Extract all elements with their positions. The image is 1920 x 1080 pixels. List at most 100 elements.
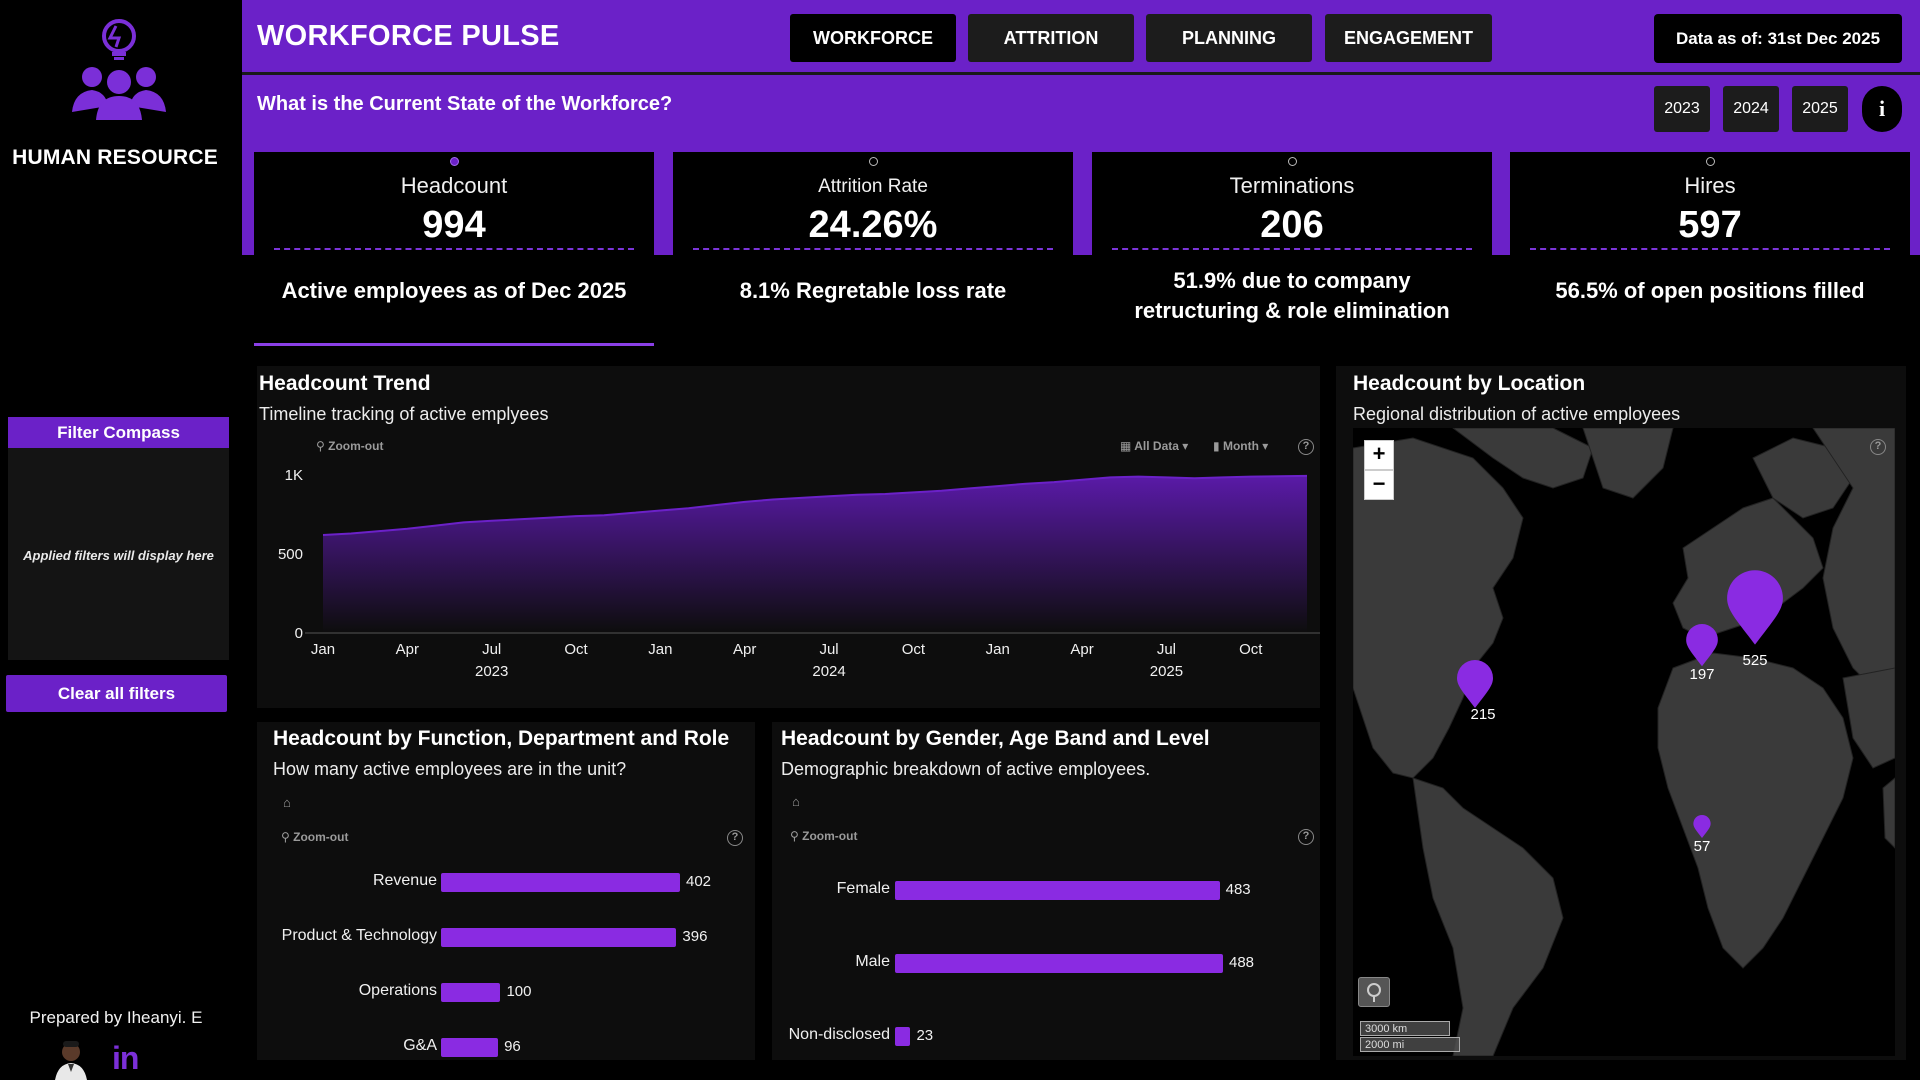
month-label: Month bbox=[1222, 439, 1259, 453]
bar-label: G&A bbox=[403, 1037, 437, 1054]
trend-all-data-dropdown[interactable]: ▦ All Data ▾ bbox=[1120, 439, 1188, 453]
bar[interactable] bbox=[895, 1027, 911, 1046]
kpi-headcount[interactable]: Headcount 994 Active employees as of Dec… bbox=[254, 152, 654, 346]
x-tick-label: Jul bbox=[819, 641, 838, 658]
kpi-selector-dot[interactable] bbox=[869, 157, 878, 166]
linkedin-icon[interactable]: in bbox=[112, 1040, 139, 1076]
chevron-down-icon: ▾ bbox=[1262, 439, 1269, 453]
kpi-label: Hires bbox=[1684, 173, 1736, 198]
kpi-divider bbox=[1112, 248, 1472, 250]
location-subtitle: Regional distribution of active employee… bbox=[1353, 404, 1681, 424]
x-year-label: 2024 bbox=[812, 663, 845, 680]
zoom-out-label: Zoom-out bbox=[328, 439, 384, 453]
info-icon[interactable]: i bbox=[1862, 86, 1902, 132]
map-zoom-in-button[interactable]: + bbox=[1364, 440, 1394, 470]
bar[interactable] bbox=[441, 1038, 499, 1057]
gender-home-icon[interactable]: ⌂ bbox=[792, 794, 800, 809]
calendar-icon: ▦ bbox=[1120, 439, 1132, 453]
kpi-divider bbox=[1530, 248, 1890, 250]
kpi-selector-dot[interactable] bbox=[1288, 157, 1297, 166]
bar-chart-icon: ▮ bbox=[1213, 439, 1220, 453]
trend-zoom-out[interactable]: ⚲ Zoom-out bbox=[316, 439, 383, 453]
trend-month-dropdown[interactable]: ▮ Month ▾ bbox=[1213, 439, 1268, 453]
location-help-icon[interactable]: ? bbox=[1870, 439, 1886, 455]
bar[interactable] bbox=[441, 983, 501, 1002]
bar-value-label: 483 bbox=[1225, 881, 1251, 898]
page-question: What is the Current State of the Workfor… bbox=[257, 93, 673, 115]
function-home-icon[interactable]: ⌂ bbox=[283, 795, 291, 810]
kpi-subtext: 51.9% due to company retructuring & role… bbox=[1134, 268, 1450, 323]
clear-filters-button[interactable]: Clear all filters bbox=[6, 675, 227, 712]
bar-label: Non-disclosed bbox=[788, 1026, 890, 1043]
bar[interactable] bbox=[895, 881, 1220, 900]
headcount-trend-chart: 0 500 1K Jan Apr Jul Oct Jan Apr Jul Oct Jan Apr Jul… bbox=[278, 467, 1320, 680]
function-zoom-out[interactable]: ⚲ Zoom-out bbox=[281, 830, 348, 844]
hr-people-icon bbox=[72, 19, 166, 120]
chevron-down-icon: ▾ bbox=[1182, 439, 1189, 453]
bar[interactable] bbox=[441, 873, 680, 892]
map-pin-africa[interactable] bbox=[1692, 815, 1712, 839]
bar-label: Revenue bbox=[372, 872, 437, 889]
x-tick-label: Oct bbox=[902, 641, 926, 658]
gender-zoom-out[interactable]: ⚲ Zoom-out bbox=[790, 829, 857, 843]
sidebar: HUMAN RESOURCE Filter Compass Applied fi… bbox=[0, 0, 242, 1080]
tab-workforce[interactable]: WORKFORCE bbox=[790, 14, 956, 62]
kpi-label: Terminations bbox=[1229, 173, 1355, 198]
kpi-hires[interactable]: Hires 597 56.5% of open positions filled bbox=[1510, 152, 1910, 346]
gender-title: Headcount by Gender, Age Band and Level bbox=[781, 727, 1210, 750]
pin-label: 197 bbox=[1689, 666, 1715, 683]
kpi-attrition-rate[interactable]: Attrition Rate 24.26% 8.1% Regretable lo… bbox=[673, 152, 1073, 346]
kpi-subtext: Active employees as of Dec 2025 bbox=[281, 278, 627, 303]
map-canvas bbox=[1353, 428, 1895, 1056]
bar[interactable] bbox=[441, 928, 677, 947]
year-2023-button[interactable]: 2023 bbox=[1654, 86, 1710, 132]
kpi-selector-dot[interactable] bbox=[1706, 157, 1715, 166]
bar-value-label: 96 bbox=[504, 1038, 521, 1055]
kpi-label: Headcount bbox=[400, 173, 508, 198]
kpi-selector-dot[interactable] bbox=[450, 157, 459, 166]
header-divider bbox=[242, 72, 1920, 75]
x-tick-label: Oct bbox=[564, 641, 588, 658]
tab-attrition[interactable]: ATTRITION bbox=[968, 14, 1134, 62]
x-tick-label: Apr bbox=[1070, 641, 1093, 658]
world-map[interactable] bbox=[1353, 428, 1895, 1056]
zoom-out-label: Zoom-out bbox=[802, 829, 858, 843]
pin-label: 525 bbox=[1742, 652, 1768, 669]
bar-value-label: 23 bbox=[916, 1027, 934, 1044]
kpi-value: 994 bbox=[422, 204, 486, 246]
year-2025-button[interactable]: 2025 bbox=[1792, 86, 1848, 132]
filter-compass-panel: Applied filters will display here bbox=[8, 448, 229, 660]
tab-engagement[interactable]: ENGAGEMENT bbox=[1325, 14, 1492, 62]
bar[interactable] bbox=[895, 954, 1223, 973]
filter-compass-title: Filter Compass bbox=[8, 417, 229, 448]
bar-value-label: 488 bbox=[1229, 954, 1255, 971]
bar-value-label: 402 bbox=[686, 873, 712, 890]
kpi-label: Attrition Rate bbox=[818, 176, 928, 197]
pin-label: 215 bbox=[1470, 706, 1496, 723]
kpi-divider bbox=[693, 248, 1053, 250]
search-icon bbox=[1367, 983, 1381, 1002]
x-tick-label: Apr bbox=[733, 641, 756, 658]
year-2024-button[interactable]: 2024 bbox=[1723, 86, 1779, 132]
x-tick-label: Jul bbox=[1157, 641, 1176, 658]
kpi-subtext: 56.5% of open positions filled bbox=[1555, 278, 1865, 303]
map-search-button[interactable] bbox=[1358, 977, 1390, 1007]
x-year-label: 2025 bbox=[1150, 663, 1183, 680]
map-pin-eastern-europe[interactable] bbox=[1724, 568, 1786, 650]
map-zoom-out-button[interactable]: − bbox=[1364, 470, 1394, 500]
map-pin-western-europe[interactable] bbox=[1684, 624, 1720, 668]
filter-hint: Applied filters will display here bbox=[23, 548, 214, 563]
gender-help-icon[interactable]: ? bbox=[1298, 829, 1314, 845]
x-tick-label: Jan bbox=[311, 641, 335, 658]
kpi-value: 206 bbox=[1260, 204, 1324, 246]
trend-subtitle: Timeline tracking of active emplyees bbox=[259, 404, 549, 424]
tab-planning[interactable]: PLANNING bbox=[1146, 14, 1312, 62]
kpi-subtext: 8.1% Regretable loss rate bbox=[739, 278, 1007, 303]
map-pin-americas[interactable] bbox=[1455, 660, 1495, 710]
trend-help-icon[interactable]: ? bbox=[1298, 439, 1314, 455]
function-title: Headcount by Function, Department and Ro… bbox=[273, 727, 730, 750]
zoom-out-icon: ⚲ bbox=[790, 829, 799, 843]
kpi-value: 24.26% bbox=[808, 204, 938, 246]
kpi-terminations[interactable]: Terminations 206 51.9% due to company re… bbox=[1092, 152, 1492, 346]
function-help-icon[interactable]: ? bbox=[727, 830, 743, 846]
